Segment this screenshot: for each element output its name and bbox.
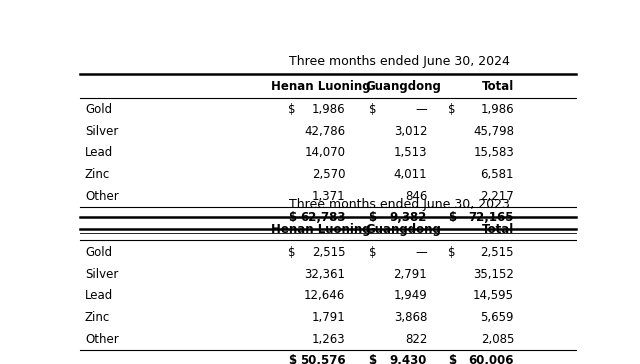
Text: 72,165: 72,165 [468, 211, 514, 224]
Text: Silver: Silver [85, 268, 118, 281]
Text: 1,371: 1,371 [312, 190, 346, 203]
Text: 1,986: 1,986 [481, 103, 514, 116]
Text: 846: 846 [405, 190, 428, 203]
Text: Total: Total [482, 80, 514, 93]
Text: 4,011: 4,011 [394, 168, 428, 181]
Text: 62,783: 62,783 [300, 211, 346, 224]
Text: 2,085: 2,085 [481, 333, 514, 345]
Text: 1,949: 1,949 [394, 289, 428, 302]
Text: 1,986: 1,986 [312, 103, 346, 116]
Text: 1,791: 1,791 [312, 311, 346, 324]
Text: Henan Luoning: Henan Luoning [271, 80, 371, 93]
Text: Total: Total [482, 223, 514, 236]
Text: 822: 822 [405, 333, 428, 345]
Text: Silver: Silver [85, 125, 118, 138]
Text: $: $ [369, 211, 376, 224]
Text: 2,570: 2,570 [312, 168, 346, 181]
Text: 3,868: 3,868 [394, 311, 428, 324]
Text: 14,070: 14,070 [305, 146, 346, 159]
Text: Henan Luoning: Henan Luoning [271, 223, 371, 236]
Text: Zinc: Zinc [85, 311, 110, 324]
Text: Zinc: Zinc [85, 168, 110, 181]
Text: $: $ [449, 103, 456, 116]
Text: 35,152: 35,152 [473, 268, 514, 281]
Text: 32,361: 32,361 [305, 268, 346, 281]
Text: $: $ [287, 354, 296, 364]
Text: 14,595: 14,595 [473, 289, 514, 302]
Text: Lead: Lead [85, 146, 113, 159]
Text: 5,659: 5,659 [481, 311, 514, 324]
Text: $: $ [448, 354, 456, 364]
Text: $: $ [288, 103, 296, 116]
Text: $: $ [369, 246, 376, 259]
Text: —: — [415, 246, 428, 259]
Text: 50,576: 50,576 [300, 354, 346, 364]
Text: —: — [415, 103, 428, 116]
Text: 12,646: 12,646 [304, 289, 346, 302]
Text: 3,012: 3,012 [394, 125, 428, 138]
Text: Gold: Gold [85, 246, 112, 259]
Text: Guangdong: Guangdong [365, 223, 442, 236]
Text: 45,798: 45,798 [473, 125, 514, 138]
Text: $: $ [369, 354, 376, 364]
Text: $: $ [369, 103, 376, 116]
Text: 9,382: 9,382 [390, 211, 428, 224]
Text: Lead: Lead [85, 289, 113, 302]
Text: Three months ended June 30, 2024: Three months ended June 30, 2024 [289, 55, 510, 68]
Text: 1,513: 1,513 [394, 146, 428, 159]
Text: 60,006: 60,006 [468, 354, 514, 364]
Text: Gold: Gold [85, 103, 112, 116]
Text: 2,515: 2,515 [481, 246, 514, 259]
Text: 9,430: 9,430 [390, 354, 428, 364]
Text: 1,263: 1,263 [312, 333, 346, 345]
Text: Three months ended June 30, 2023: Three months ended June 30, 2023 [289, 198, 510, 211]
Text: 2,791: 2,791 [394, 268, 428, 281]
Text: 6,581: 6,581 [481, 168, 514, 181]
Text: $: $ [448, 211, 456, 224]
Text: 15,583: 15,583 [473, 146, 514, 159]
Text: Guangdong: Guangdong [365, 80, 442, 93]
Text: 42,786: 42,786 [304, 125, 346, 138]
Text: Other: Other [85, 333, 118, 345]
Text: Other: Other [85, 190, 118, 203]
Text: 2,515: 2,515 [312, 246, 346, 259]
Text: $: $ [449, 246, 456, 259]
Text: 2,217: 2,217 [480, 190, 514, 203]
Text: $: $ [287, 211, 296, 224]
Text: $: $ [288, 246, 296, 259]
